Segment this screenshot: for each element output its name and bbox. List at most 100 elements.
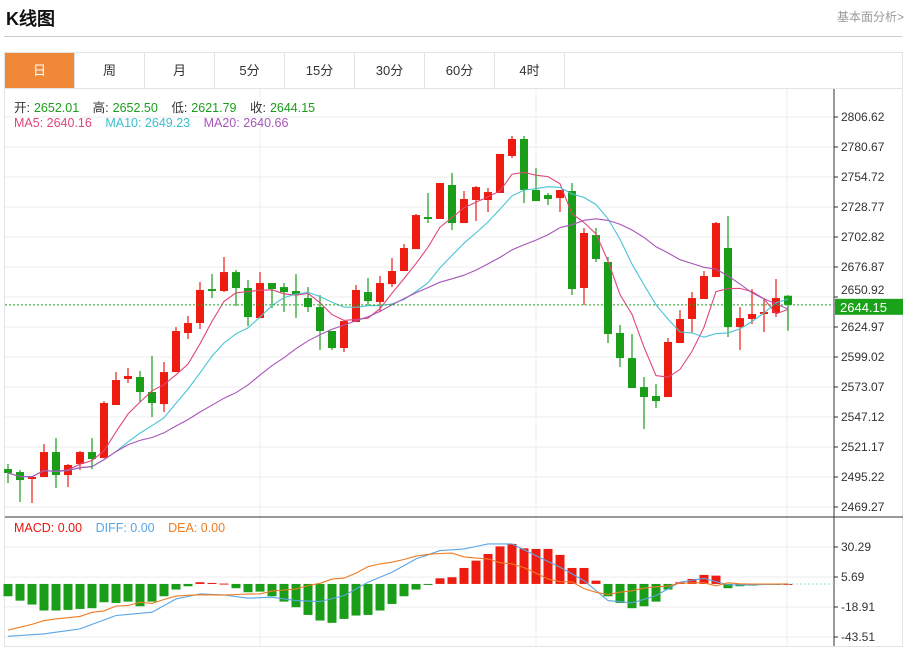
low-value: 2621.79 <box>191 101 237 115</box>
macd-bar <box>531 548 541 584</box>
macd-bar <box>543 548 553 584</box>
candle <box>148 355 156 418</box>
candle <box>328 331 336 351</box>
macd-bar <box>639 583 649 607</box>
price-tick-label: 2521.17 <box>841 440 885 454</box>
candle-body <box>772 298 780 314</box>
macd-bar <box>15 583 25 601</box>
macd-bar <box>399 583 409 597</box>
macd-bar <box>699 574 709 584</box>
candle-body <box>28 477 36 479</box>
candle-body <box>208 289 216 292</box>
candle <box>604 257 612 344</box>
candle <box>640 377 648 430</box>
macd-bar <box>243 583 253 593</box>
candle-body <box>4 469 12 473</box>
macd-bar <box>591 580 601 584</box>
macd-bar <box>471 560 481 584</box>
ohlc-legend: 开: 2652.01 高: 2652.50 低: 2621.79 收: 2644.15 <box>14 97 325 116</box>
macd-legend-value: MACD: 0.00 <box>14 521 83 535</box>
candle-body <box>292 291 300 296</box>
candle <box>712 221 720 278</box>
candle <box>772 278 780 318</box>
macd-bar <box>135 583 145 607</box>
candle <box>88 438 96 470</box>
macd-bar <box>459 567 469 584</box>
price-tick-label: 2469.27 <box>841 500 885 514</box>
page-title: K线图 <box>6 9 55 29</box>
candle <box>220 257 228 293</box>
candle <box>76 451 84 470</box>
candle <box>676 310 684 344</box>
fundamental-analysis-link[interactable]: 基本面分析> <box>836 10 904 24</box>
candle <box>748 289 756 325</box>
ma20-legend: MA20: 2640.66 <box>203 116 289 130</box>
price-tick-label: 2676.87 <box>841 260 885 274</box>
tab-30min[interactable]: 30分 <box>355 53 425 88</box>
tab-month[interactable]: 月 <box>145 53 215 88</box>
macd-bar <box>447 577 457 584</box>
macd-bar <box>615 583 625 603</box>
tab-15min[interactable]: 15分 <box>285 53 355 88</box>
candle <box>64 463 72 488</box>
macd-bar <box>87 583 97 609</box>
tab-day[interactable]: 日 <box>5 53 75 88</box>
candle <box>292 274 300 319</box>
candle <box>352 285 360 322</box>
macd-bar <box>279 583 289 602</box>
candle <box>592 228 600 262</box>
candle-body <box>616 332 624 359</box>
macd-bar <box>651 583 661 602</box>
last-price-label: 2644.15 <box>840 300 887 315</box>
candle-body <box>652 395 660 402</box>
candle <box>208 274 216 299</box>
candle-body <box>748 314 756 319</box>
candle-body <box>712 223 720 278</box>
tab-60min[interactable]: 60分 <box>425 53 495 88</box>
tab-5min[interactable]: 5分 <box>215 53 285 88</box>
high-label: 高: <box>92 101 109 115</box>
macd-bar <box>495 546 505 584</box>
candle-body <box>124 375 132 379</box>
price-tick-label: 2573.07 <box>841 380 885 394</box>
macd-bar <box>687 578 697 584</box>
candle <box>388 258 396 288</box>
candle-body <box>184 323 192 333</box>
candle <box>628 334 636 389</box>
macd-bar <box>339 583 349 619</box>
macd-bar <box>3 583 13 597</box>
macd-bar <box>351 583 361 616</box>
low-label: 低: <box>171 101 188 115</box>
candle-body <box>472 187 480 201</box>
candle <box>556 189 564 213</box>
macd-bar <box>663 583 673 590</box>
ma5-line <box>7 171 789 478</box>
macd-bar <box>51 583 61 611</box>
dea-line <box>7 552 789 631</box>
candle-body <box>256 283 264 319</box>
macd-bar <box>195 582 205 584</box>
candle-body <box>376 283 384 302</box>
candle-body <box>400 248 408 272</box>
macd-bar <box>75 583 85 609</box>
candle-body <box>424 217 432 219</box>
macd-tick-label: -43.51 <box>841 630 875 644</box>
candle-body <box>280 287 288 293</box>
tab-week[interactable]: 周 <box>75 53 145 88</box>
candle-body <box>640 387 648 398</box>
candle-body <box>700 275 708 299</box>
candle <box>304 287 312 313</box>
candle <box>268 283 276 309</box>
macd-bar <box>171 583 181 590</box>
macd-bar <box>39 583 49 611</box>
candle <box>688 292 696 333</box>
tab-4hour[interactable]: 4时 <box>495 53 565 88</box>
candle-body <box>316 307 324 332</box>
ma20-line <box>7 218 789 478</box>
candle-body <box>52 452 60 476</box>
diff-legend-value: DIFF: 0.00 <box>95 521 155 535</box>
price-tick-label: 2754.72 <box>841 170 885 184</box>
candle-body <box>628 358 636 389</box>
macd-bar <box>63 583 73 610</box>
